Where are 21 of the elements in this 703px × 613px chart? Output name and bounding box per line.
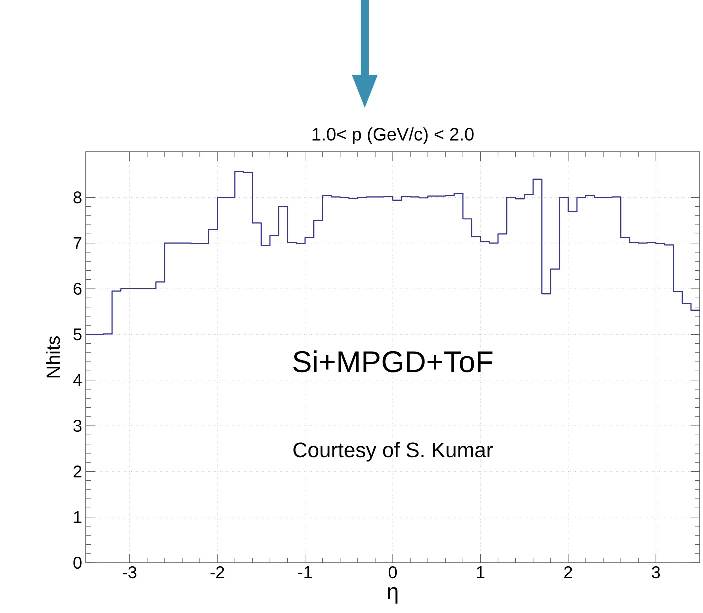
y-tick-label: 8 bbox=[74, 192, 82, 204]
chart-title: 1.0< p (GeV/c) < 2.0 bbox=[312, 128, 474, 144]
annotation: Si+MPGD+ToF bbox=[294, 350, 493, 373]
y-tick-label: 0 bbox=[74, 556, 82, 570]
x-tick-label: 0 bbox=[388, 566, 398, 579]
x-tick-label: 1 bbox=[477, 566, 485, 578]
x-tick-label: -3 bbox=[123, 566, 137, 579]
y-axis-title: Nhits bbox=[46, 336, 60, 378]
y-tick-label: 4 bbox=[73, 374, 82, 386]
x-tick-label: -2 bbox=[210, 566, 224, 578]
annotation: Courtesy of S. Kumar bbox=[294, 442, 494, 462]
y-tick-label: 7 bbox=[74, 237, 82, 250]
y-tick-label: 2 bbox=[74, 466, 82, 478]
x-tick-label: 2 bbox=[564, 566, 572, 578]
x-axis-title: η bbox=[388, 587, 398, 604]
x-tick-label: 3 bbox=[652, 566, 660, 579]
y-tick-label: 6 bbox=[74, 282, 82, 296]
y-tick-label: 1 bbox=[74, 511, 82, 524]
y-tick-label: 3 bbox=[74, 420, 82, 432]
y-tick-label: 5 bbox=[74, 328, 82, 341]
x-tick-label: -1 bbox=[298, 566, 312, 578]
